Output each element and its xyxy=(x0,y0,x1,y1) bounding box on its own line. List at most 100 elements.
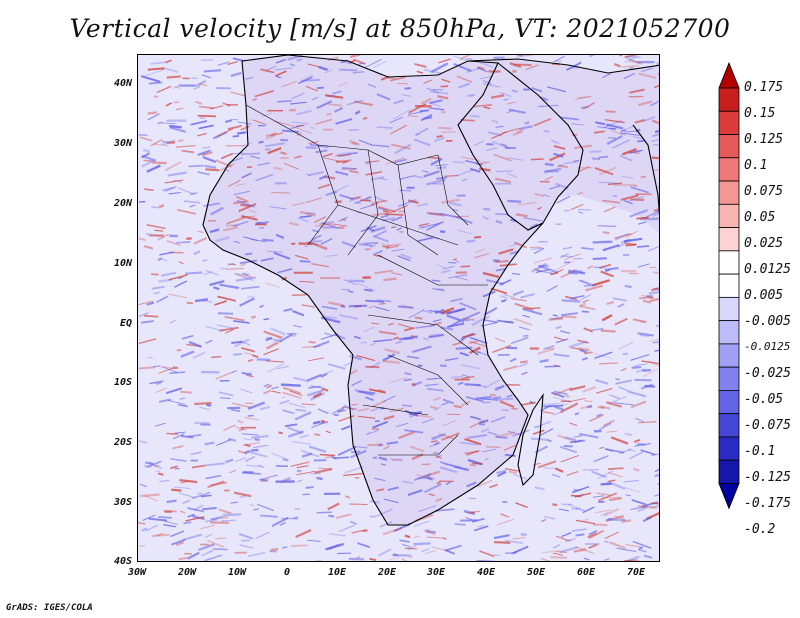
velocity-streak xyxy=(414,175,424,179)
velocity-streak xyxy=(240,388,253,394)
velocity-streak xyxy=(544,365,560,368)
velocity-streak xyxy=(217,295,236,302)
velocity-streak xyxy=(432,287,445,292)
velocity-streak xyxy=(146,460,162,469)
velocity-streak xyxy=(194,298,209,303)
velocity-streak xyxy=(200,494,212,498)
velocity-streak xyxy=(422,337,429,341)
velocity-streak xyxy=(308,171,324,177)
velocity-streak xyxy=(258,464,265,469)
velocity-streak xyxy=(244,416,260,421)
velocity-streak xyxy=(166,499,177,504)
velocity-streak xyxy=(651,139,659,142)
velocity-streak xyxy=(553,390,568,396)
velocity-streak xyxy=(493,534,510,540)
velocity-streak xyxy=(347,99,364,106)
velocity-streak xyxy=(426,87,440,94)
velocity-streak xyxy=(229,469,237,474)
velocity-streak xyxy=(327,94,336,97)
velocity-streak xyxy=(536,206,542,210)
velocity-streak xyxy=(631,366,642,369)
velocity-streak xyxy=(579,404,593,410)
velocity-streak xyxy=(383,498,399,504)
velocity-streak xyxy=(520,533,527,536)
velocity-streak xyxy=(418,505,437,513)
velocity-streak xyxy=(442,537,447,540)
velocity-streak xyxy=(280,383,301,387)
velocity-streak xyxy=(539,420,552,427)
velocity-streak xyxy=(341,218,346,221)
velocity-streak xyxy=(228,263,237,266)
velocity-streak xyxy=(324,69,333,74)
velocity-streak xyxy=(401,93,411,97)
velocity-streak xyxy=(415,324,435,329)
velocity-streak xyxy=(650,338,659,342)
velocity-streak xyxy=(540,428,554,436)
velocity-streak xyxy=(496,431,516,438)
velocity-streak xyxy=(382,209,390,213)
velocity-streak xyxy=(144,188,154,191)
velocity-streak xyxy=(337,408,345,413)
velocity-streak xyxy=(181,149,195,154)
velocity-streak xyxy=(274,67,293,71)
velocity-streak xyxy=(198,543,215,551)
velocity-streak xyxy=(238,428,245,432)
velocity-streak xyxy=(424,483,442,494)
velocity-streak xyxy=(607,472,623,478)
velocity-streak xyxy=(180,510,186,514)
velocity-streak xyxy=(187,433,202,438)
velocity-streak xyxy=(510,336,529,345)
velocity-streak xyxy=(316,100,333,110)
velocity-streak xyxy=(296,470,316,476)
velocity-streak xyxy=(574,144,592,150)
colorbar-segment xyxy=(718,87,740,112)
velocity-streak xyxy=(371,211,389,217)
velocity-streak xyxy=(138,440,148,444)
y-tick-30s: 30S xyxy=(113,497,132,508)
velocity-streak xyxy=(343,279,357,285)
velocity-streak xyxy=(411,382,417,387)
velocity-streak xyxy=(202,507,217,511)
velocity-streak xyxy=(269,205,287,210)
velocity-streak xyxy=(378,200,388,203)
velocity-streak xyxy=(486,446,501,449)
velocity-streak xyxy=(573,489,581,491)
velocity-streak xyxy=(408,199,419,205)
velocity-streak xyxy=(484,307,498,316)
velocity-streak xyxy=(321,305,338,310)
velocity-streak xyxy=(460,119,475,122)
velocity-streak xyxy=(635,368,646,373)
velocity-streak xyxy=(545,170,559,173)
velocity-streak xyxy=(594,353,614,360)
velocity-streak xyxy=(335,160,348,163)
velocity-streak xyxy=(270,547,279,552)
velocity-streak xyxy=(515,128,524,134)
velocity-streak xyxy=(595,121,605,126)
velocity-streak xyxy=(562,246,573,250)
velocity-streak xyxy=(279,521,286,526)
velocity-streak xyxy=(428,333,445,339)
velocity-streak xyxy=(642,116,656,123)
velocity-streak xyxy=(349,503,368,505)
velocity-streak xyxy=(209,280,225,287)
velocity-streak xyxy=(561,532,572,538)
velocity-streak xyxy=(421,417,435,424)
velocity-streak xyxy=(564,436,577,441)
velocity-streak xyxy=(629,451,644,460)
velocity-streak xyxy=(279,399,290,405)
velocity-streak xyxy=(644,384,655,388)
velocity-streak xyxy=(518,125,533,131)
velocity-streak xyxy=(201,151,213,157)
velocity-streak xyxy=(360,341,367,344)
velocity-streak xyxy=(445,544,462,552)
velocity-streak xyxy=(577,339,589,344)
velocity-streak xyxy=(235,276,256,282)
velocity-streak xyxy=(651,502,659,505)
velocity-streak xyxy=(595,378,609,385)
velocity-streak xyxy=(290,461,310,467)
velocity-streak xyxy=(327,502,340,511)
velocity-streak xyxy=(283,162,299,170)
velocity-streak xyxy=(186,301,194,305)
velocity-streak xyxy=(231,152,244,155)
velocity-streak xyxy=(328,514,335,518)
